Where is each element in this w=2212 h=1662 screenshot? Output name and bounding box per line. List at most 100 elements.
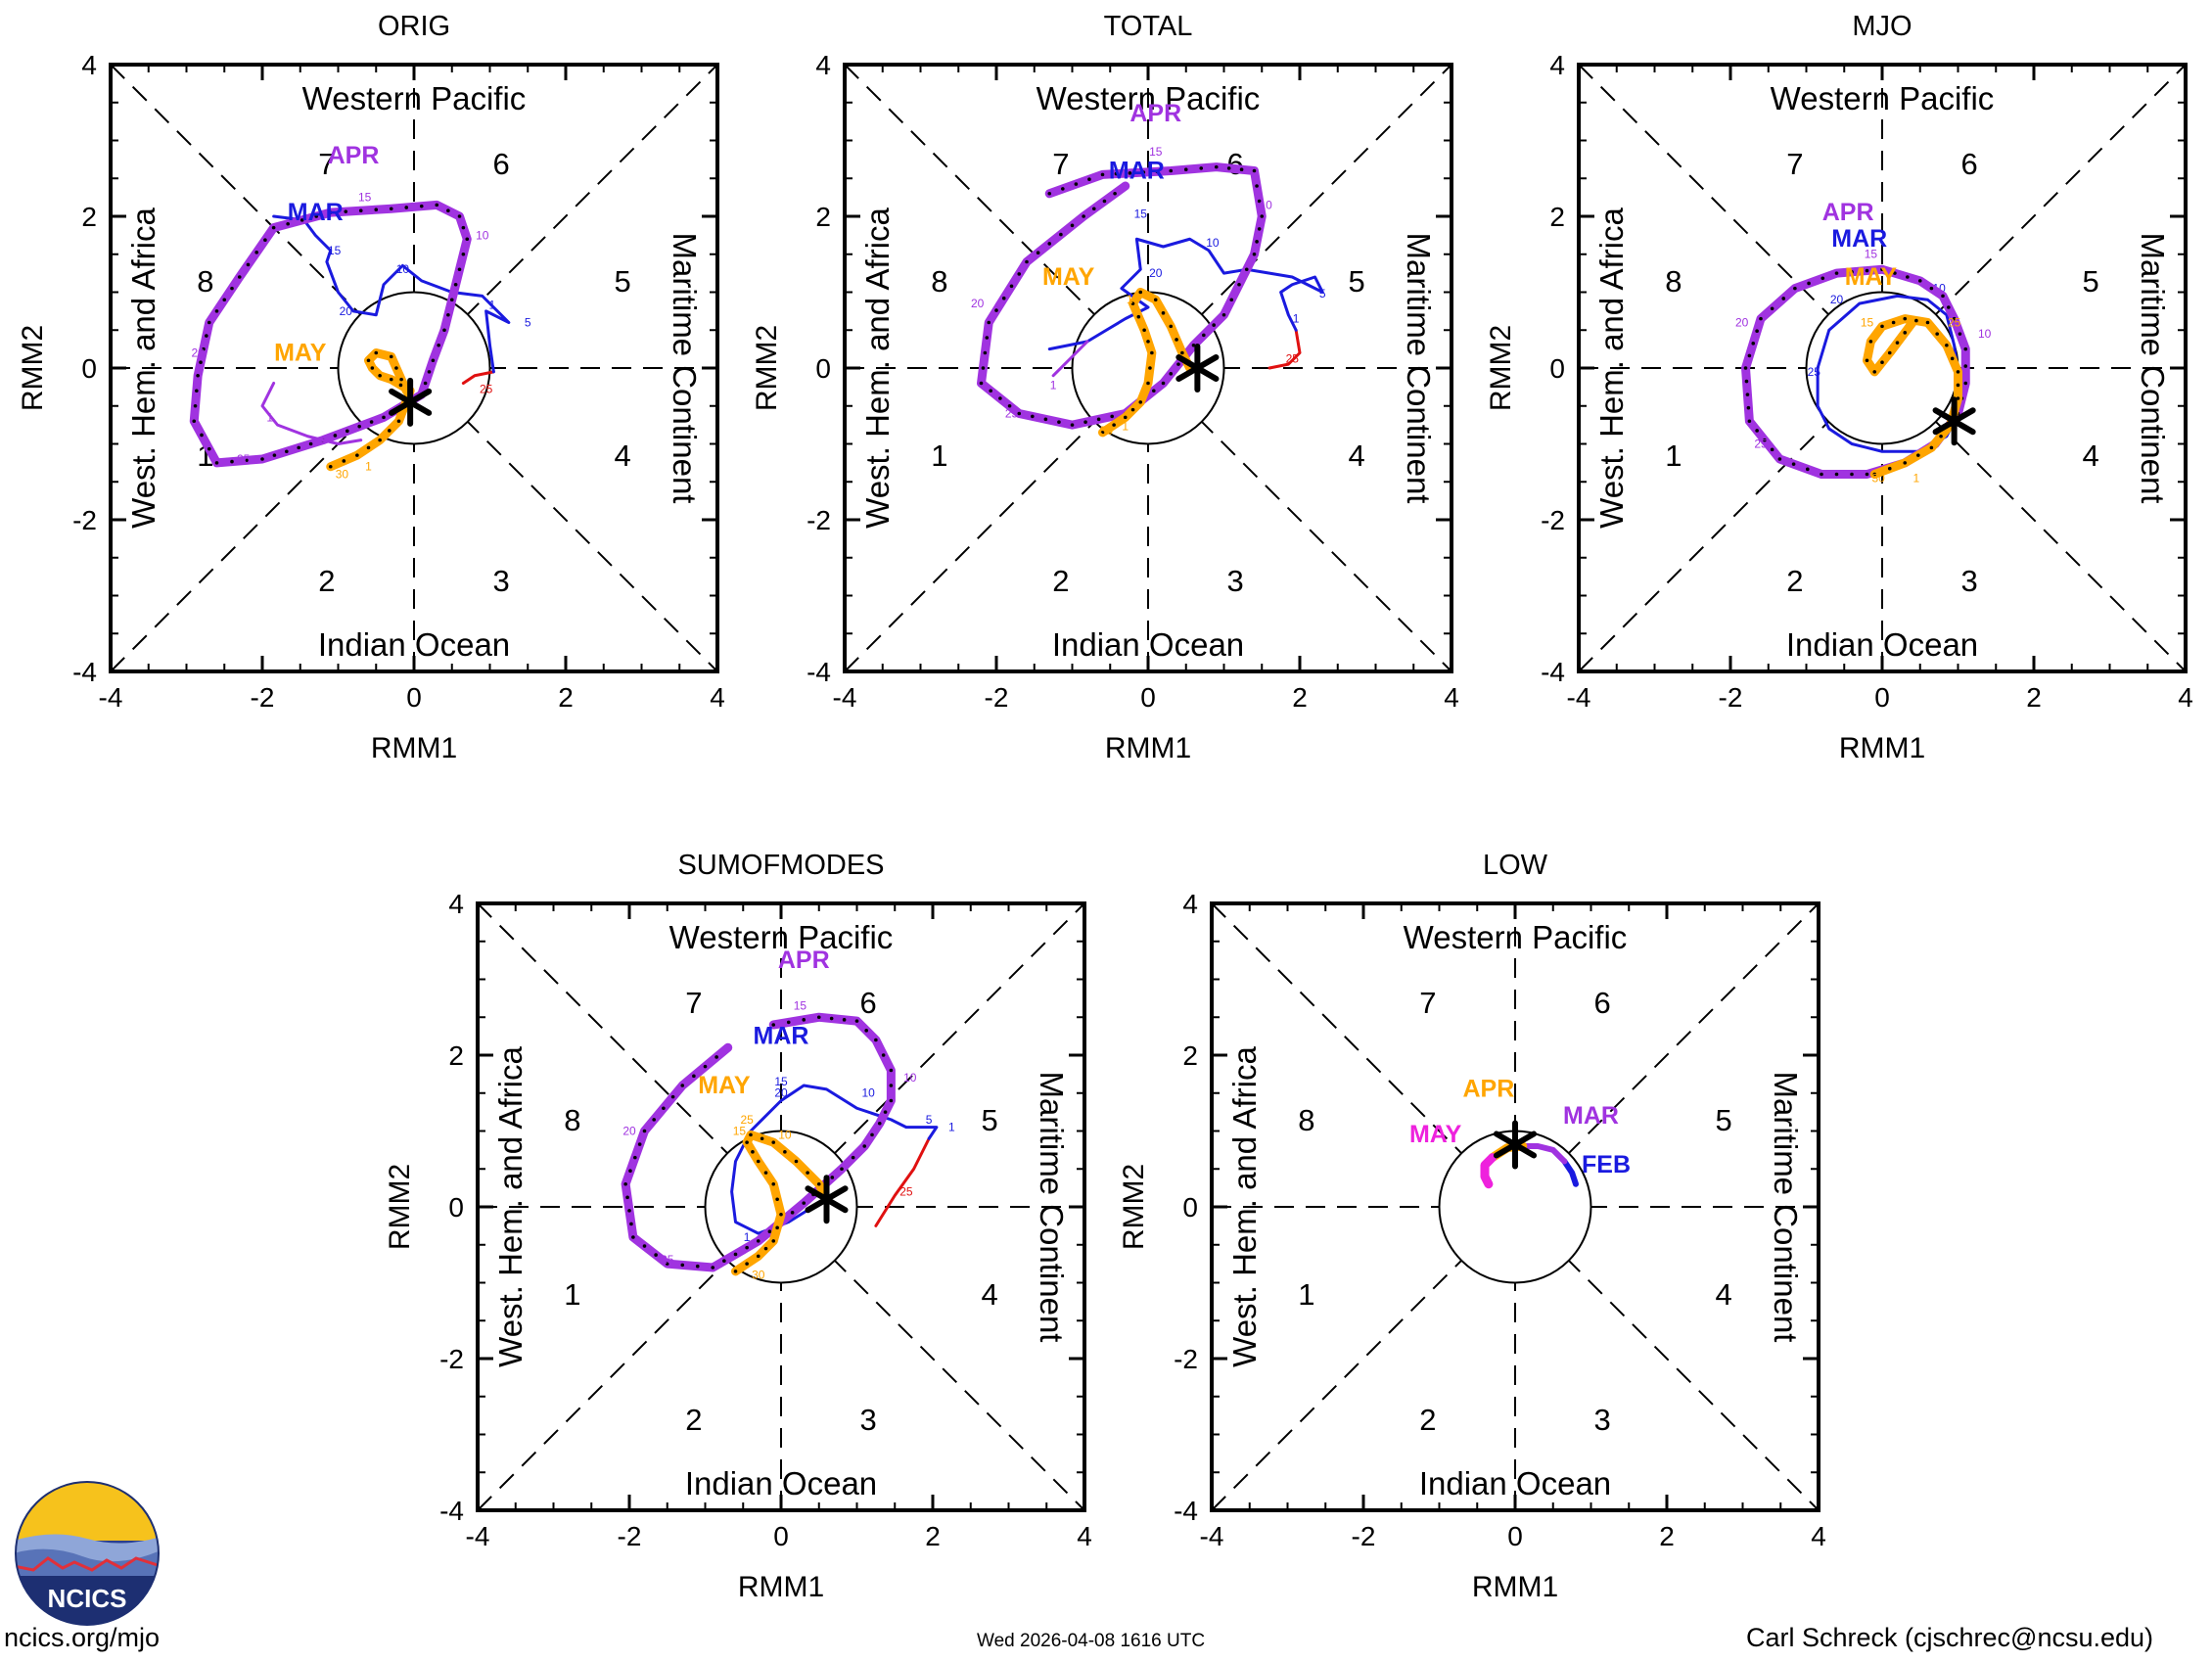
- day-label: 1: [948, 1121, 955, 1134]
- x-tick-label: 4: [1444, 682, 1459, 713]
- panel-title: SUMOFMODES: [677, 850, 884, 881]
- day-dot: [389, 377, 393, 382]
- region-label-right: Maritime Continent: [1768, 1072, 1804, 1343]
- x-tick-label: 2: [1292, 682, 1308, 713]
- day-dot: [1009, 284, 1014, 289]
- series-mar: [1047, 237, 1324, 351]
- day-dot: [864, 1029, 868, 1033]
- day-dot: [1805, 467, 1810, 472]
- day-dot: [366, 358, 371, 363]
- phase-label-4: 4: [615, 439, 631, 473]
- month-label-feb: FEB: [1582, 1151, 1631, 1178]
- day-dot: [1091, 207, 1096, 211]
- x-axis-label: RMM1: [1839, 732, 1925, 764]
- y-tick-label: 4: [1549, 50, 1565, 80]
- day-dot: [760, 1136, 764, 1141]
- day-dot: [328, 210, 333, 214]
- month-label-may: MAY: [1042, 263, 1095, 291]
- y-axis-label: RMM2: [384, 1164, 416, 1250]
- day-dot: [1747, 353, 1752, 358]
- x-tick-label: 0: [1874, 682, 1890, 713]
- day-dot: [745, 1140, 749, 1144]
- day-dot: [1880, 324, 1884, 329]
- day-dot: [771, 1023, 776, 1027]
- panel-title: ORIG: [378, 11, 450, 42]
- phase-label-3: 3: [1227, 564, 1244, 598]
- day-dot: [763, 1246, 768, 1251]
- day-dot: [285, 449, 289, 454]
- region-label-bottom: Indian Ocean: [318, 626, 510, 663]
- phase-label-2: 2: [1052, 564, 1069, 598]
- day-dot: [396, 419, 401, 424]
- day-dot: [625, 1195, 629, 1200]
- footer-credit[interactable]: Carl Schreck (cjschrec@ncsu.edu): [1746, 1623, 2154, 1652]
- day-dot: [230, 459, 234, 464]
- day-dot: [733, 1252, 738, 1257]
- day-dot: [1059, 232, 1063, 237]
- day-label: 15: [328, 244, 342, 257]
- day-dot: [1903, 461, 1908, 465]
- day-dot: [981, 366, 986, 370]
- day-dot: [628, 1169, 632, 1173]
- day-dot: [1744, 379, 1749, 384]
- day-dot: [989, 389, 992, 393]
- day-dot: [1128, 171, 1132, 175]
- day-dot: [1895, 341, 1900, 345]
- y-tick-label: -4: [439, 1496, 464, 1526]
- region-label-top: Western Pacific: [669, 919, 894, 955]
- x-tick-label: 2: [2026, 682, 2042, 713]
- y-tick-label: -4: [72, 657, 97, 687]
- day-dot: [654, 1253, 658, 1257]
- day-dot: [222, 298, 227, 302]
- day-dot: [388, 429, 392, 433]
- day-dot: [1891, 320, 1896, 325]
- footer-url[interactable]: ncics.org/mjo: [4, 1623, 161, 1652]
- day-dot: [745, 1262, 749, 1266]
- day-dot: [272, 453, 277, 457]
- day-dot: [1807, 281, 1811, 286]
- day-dot: [374, 350, 379, 355]
- day-dot: [840, 1167, 844, 1172]
- day-dot: [633, 1155, 637, 1160]
- diagonal-line: [110, 64, 718, 672]
- day-dot: [1057, 420, 1061, 425]
- day-dot: [786, 1020, 791, 1025]
- day-dot: [1941, 294, 1945, 299]
- day-dot: [308, 441, 313, 446]
- day-label: 5: [525, 315, 531, 329]
- y-axis-label: RMM2: [751, 325, 783, 411]
- day-dot: [1138, 400, 1143, 404]
- region-label-right: Maritime Continent: [1034, 1072, 1070, 1343]
- diagonal-line: [1211, 902, 1820, 1511]
- day-dot: [1113, 191, 1117, 196]
- x-tick-label: 2: [1659, 1521, 1675, 1551]
- day-dot: [806, 1171, 809, 1175]
- y-tick-label: 0: [815, 353, 831, 384]
- day-dot: [1880, 360, 1884, 364]
- phase-label-6: 6: [493, 147, 510, 181]
- day-dot: [214, 309, 219, 313]
- series-mar: [1519, 1143, 1568, 1165]
- x-tick-label: -4: [833, 682, 857, 713]
- day-dot: [394, 366, 398, 370]
- y-tick-label: 2: [1549, 202, 1565, 232]
- day-dot: [453, 282, 458, 287]
- day-dot: [465, 237, 470, 242]
- day-dot: [979, 381, 984, 386]
- x-tick-label: 4: [710, 682, 725, 713]
- day-label: 25: [1005, 406, 1019, 420]
- day-dot: [1100, 172, 1105, 177]
- day-label: 10: [778, 1128, 792, 1141]
- region-label-right: Maritime Continent: [667, 233, 703, 504]
- current-position-marker: [805, 1175, 849, 1224]
- day-label: 10: [1127, 293, 1140, 306]
- day-label: 5: [926, 1113, 933, 1127]
- day-dot: [1148, 366, 1152, 370]
- day-dot: [1916, 453, 1920, 457]
- day-dot: [1212, 323, 1216, 327]
- day-dot: [889, 1068, 894, 1073]
- day-dot: [404, 206, 409, 209]
- day-label: 15: [358, 191, 372, 205]
- y-tick-label: -2: [439, 1344, 464, 1374]
- phase-label-8: 8: [197, 264, 213, 299]
